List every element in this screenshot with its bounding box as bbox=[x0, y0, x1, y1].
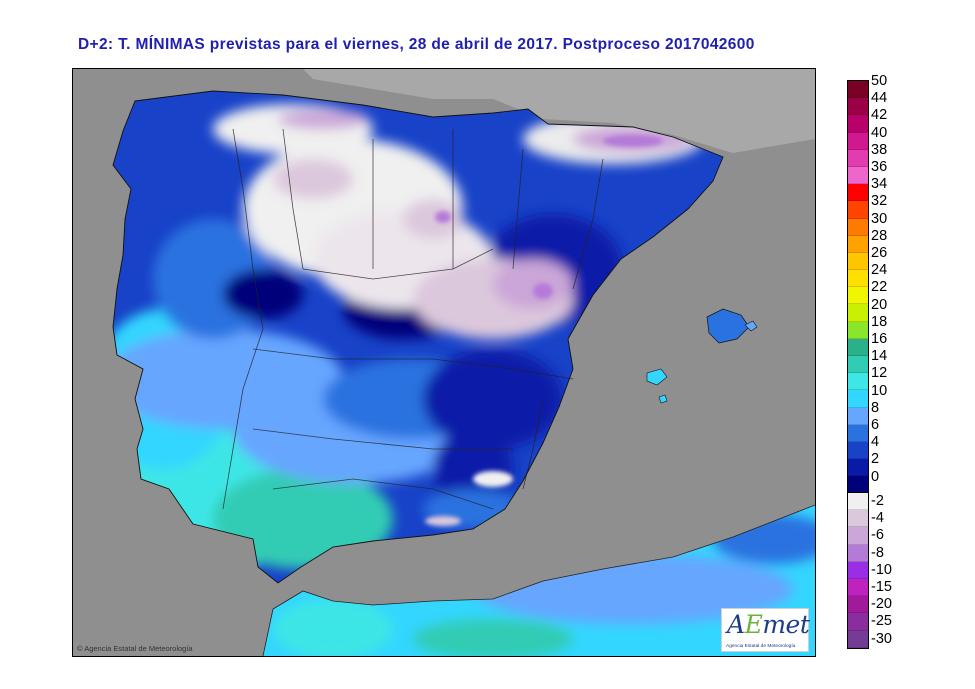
legend-swatch bbox=[848, 459, 868, 477]
balearic-islands bbox=[646, 308, 758, 404]
legend-label: 14 bbox=[871, 348, 888, 365]
legend-swatch bbox=[848, 613, 868, 631]
legend-swatch bbox=[848, 149, 868, 167]
legend-swatch bbox=[848, 132, 868, 150]
legend-label: -20 bbox=[871, 596, 892, 613]
legend-label: -6 bbox=[871, 527, 884, 544]
aemet-logo: AEmet Agencia Estatal de Meteorología bbox=[721, 608, 810, 652]
legend-swatch bbox=[848, 287, 868, 305]
legend-label: 8 bbox=[871, 399, 880, 416]
aemet-logo-subtitle: Agencia Estatal de Meteorología bbox=[726, 644, 796, 649]
legend-label: 50 bbox=[871, 73, 888, 89]
aemet-logo-word: AEmet bbox=[727, 610, 810, 639]
legend-swatch bbox=[848, 476, 868, 494]
legend-swatch bbox=[848, 201, 868, 219]
legend-label: 28 bbox=[871, 227, 888, 244]
iberia-field bbox=[113, 91, 723, 583]
legend-label: -2 bbox=[871, 493, 884, 509]
copyright-text: © Agencia Estatal de Meteorología bbox=[77, 644, 193, 653]
legend-swatch bbox=[848, 218, 868, 236]
legend-label: 34 bbox=[871, 176, 888, 193]
legend-label: 36 bbox=[871, 159, 888, 175]
legend-swatch bbox=[848, 338, 868, 356]
legend-label: 0 bbox=[871, 468, 880, 485]
legend-label: -10 bbox=[871, 561, 892, 578]
legend-label: 32 bbox=[871, 193, 888, 210]
legend-label: 18 bbox=[871, 313, 888, 330]
legend-swatch bbox=[848, 235, 868, 253]
legend-swatch bbox=[848, 252, 868, 271]
temperature-map-canvas bbox=[73, 69, 815, 656]
map-title: D+2: T. MÍNIMAS previstas para el vierne… bbox=[78, 36, 755, 53]
legend-swatch bbox=[848, 441, 868, 460]
legend-swatch bbox=[848, 561, 868, 579]
legend-swatch bbox=[848, 630, 868, 648]
legend-label: 4 bbox=[871, 434, 880, 451]
legend-label: 10 bbox=[871, 382, 888, 399]
legend-label: 42 bbox=[871, 107, 888, 124]
legend-label: 16 bbox=[871, 331, 888, 347]
legend-swatch bbox=[848, 424, 868, 442]
legend-swatch bbox=[848, 270, 868, 288]
legend-swatch bbox=[848, 304, 868, 322]
legend-label: 20 bbox=[871, 296, 888, 313]
legend-swatch bbox=[848, 356, 868, 374]
legend-label: -25 bbox=[871, 613, 892, 630]
legend-swatch bbox=[848, 184, 868, 202]
legend-swatch bbox=[848, 98, 868, 116]
legend-label: 24 bbox=[871, 262, 888, 279]
legend-swatch bbox=[848, 115, 868, 133]
legend-positive-scale bbox=[847, 80, 869, 494]
iberia-coastline bbox=[112, 90, 724, 584]
legend-negative-scale bbox=[847, 492, 869, 649]
legend-swatch bbox=[848, 493, 868, 511]
legend-swatch bbox=[848, 544, 868, 562]
legend-label: 2 bbox=[871, 451, 880, 468]
legend-label: -8 bbox=[871, 544, 884, 561]
legend-label: -30 bbox=[871, 630, 892, 647]
temperature-map[interactable]: © Agencia Estatal de Meteorología AEmet … bbox=[72, 68, 816, 657]
legend-label: 38 bbox=[871, 141, 888, 158]
legend-swatch bbox=[848, 407, 868, 425]
legend-label: 30 bbox=[871, 210, 888, 227]
legend-swatch bbox=[848, 527, 868, 545]
france-land bbox=[303, 69, 815, 153]
legend-swatch bbox=[848, 510, 868, 528]
legend-label: 40 bbox=[871, 124, 888, 141]
legend-swatch bbox=[848, 81, 868, 99]
legend-label: 12 bbox=[871, 365, 888, 382]
region-borders bbox=[222, 128, 604, 510]
legend-label: 44 bbox=[871, 90, 888, 107]
legend-label: -15 bbox=[871, 579, 892, 595]
legend-swatch bbox=[848, 578, 868, 597]
legend-label: 22 bbox=[871, 279, 888, 296]
legend-swatch bbox=[848, 373, 868, 391]
legend-swatch bbox=[848, 166, 868, 185]
legend-label: 26 bbox=[871, 245, 888, 261]
legend-swatch bbox=[848, 596, 868, 614]
legend-label: 6 bbox=[871, 417, 880, 433]
legend-label: -4 bbox=[871, 510, 884, 527]
legend-swatch bbox=[848, 390, 868, 408]
legend-swatch bbox=[848, 321, 868, 339]
